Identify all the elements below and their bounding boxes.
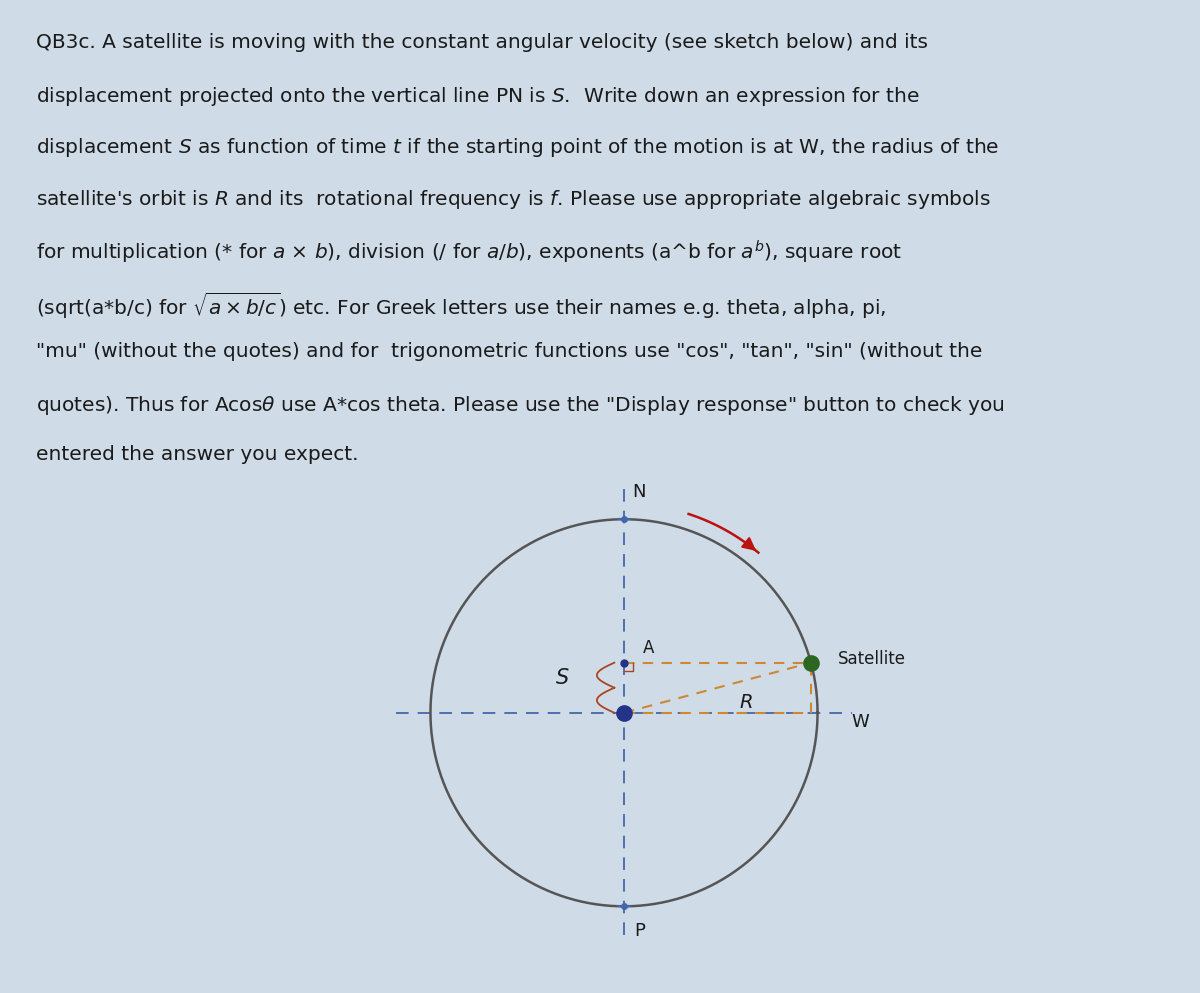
Text: "mu" (without the quotes) and for  trigonometric functions use "cos", "tan", "si: "mu" (without the quotes) and for trigon… <box>36 343 983 361</box>
Text: displacement $\mathit{S}$ as function of time $\mathit{t}$ if the starting point: displacement $\mathit{S}$ as function of… <box>36 136 1000 159</box>
Text: W: W <box>851 713 869 732</box>
Text: A: A <box>643 638 655 657</box>
Text: N: N <box>632 484 647 501</box>
Text: P: P <box>634 922 644 940</box>
Text: QB3c. A satellite is moving with the constant angular velocity (see sketch below: QB3c. A satellite is moving with the con… <box>36 33 928 52</box>
Text: displacement projected onto the vertical line PN is $\mathit{S}$.  Write down an: displacement projected onto the vertical… <box>36 84 919 107</box>
Text: Satellite: Satellite <box>838 649 906 668</box>
Text: quotes). Thus for Acos$\theta$ use A*cos theta. Please use the "Display response: quotes). Thus for Acos$\theta$ use A*cos… <box>36 394 1004 417</box>
Text: (sqrt(a*b/c) for $\sqrt{a \times b/c}$) etc. For Greek letters use their names e: (sqrt(a*b/c) for $\sqrt{a \times b/c}$) … <box>36 291 887 321</box>
Text: for multiplication (* for $a$ $\times$ $b$), division (/ for $a$/$b$), exponents: for multiplication (* for $a$ $\times$ $… <box>36 239 902 266</box>
Text: satellite's orbit is $\mathit{R}$ and its  rotational frequency is $\mathit{f}$.: satellite's orbit is $\mathit{R}$ and it… <box>36 188 991 211</box>
Text: S: S <box>556 668 569 688</box>
Text: entered the answer you expect.: entered the answer you expect. <box>36 446 359 465</box>
Text: R: R <box>739 692 752 712</box>
